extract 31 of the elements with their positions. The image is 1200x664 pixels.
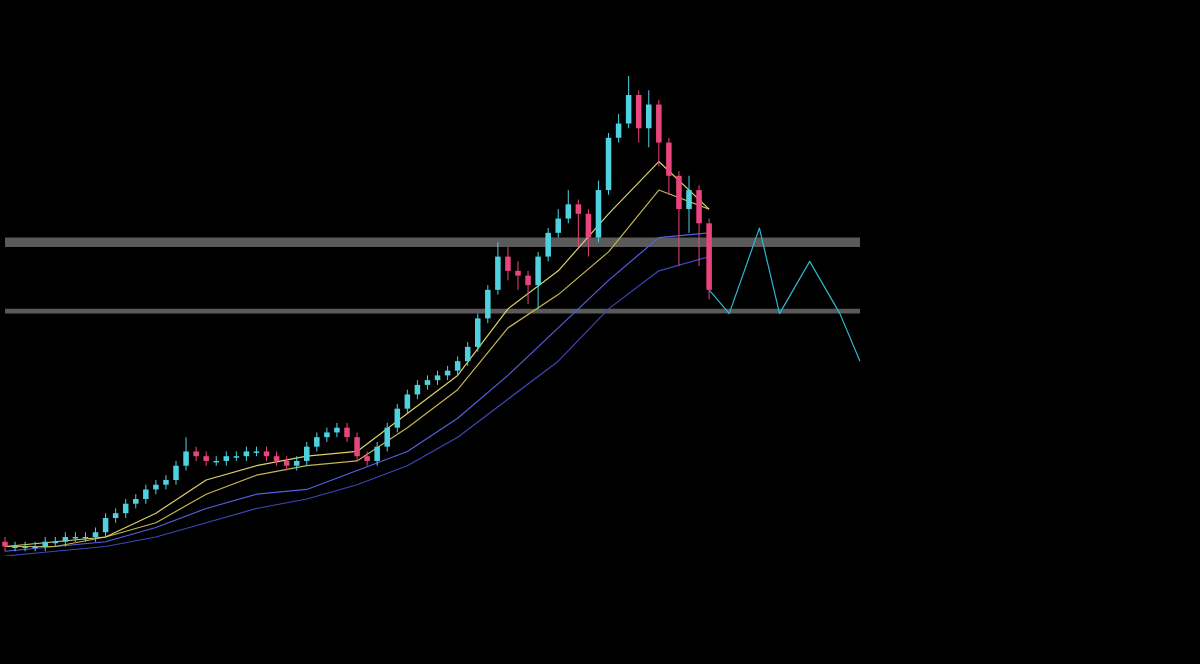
candlestick xyxy=(344,422,350,443)
candlestick xyxy=(454,355,461,376)
candlestick xyxy=(404,389,411,414)
candlestick xyxy=(183,436,189,471)
candlestick xyxy=(394,403,401,433)
candlestick xyxy=(505,246,511,281)
candlestick xyxy=(304,441,310,467)
candlestick xyxy=(686,175,692,234)
candlestick xyxy=(2,536,8,552)
candlestick xyxy=(565,189,572,224)
candlestick xyxy=(354,431,360,462)
candlestick xyxy=(515,260,521,291)
candlestick xyxy=(153,479,159,495)
candlestick xyxy=(314,431,320,452)
candlestick xyxy=(575,199,582,248)
candlestick xyxy=(374,441,380,467)
candlestick xyxy=(12,541,18,552)
candlestick xyxy=(646,89,652,148)
candlestick xyxy=(384,422,390,452)
candlestick xyxy=(545,227,551,262)
candlestick xyxy=(22,541,28,552)
candlestick xyxy=(143,484,149,505)
candlestick xyxy=(324,427,330,443)
candlestick xyxy=(585,208,592,258)
candlestick xyxy=(334,422,340,438)
candlestick xyxy=(364,450,370,467)
candlestick xyxy=(193,446,199,462)
candlestick xyxy=(525,270,531,305)
candlestick xyxy=(173,460,179,486)
candlestick xyxy=(163,474,169,490)
candlestick xyxy=(555,208,561,239)
